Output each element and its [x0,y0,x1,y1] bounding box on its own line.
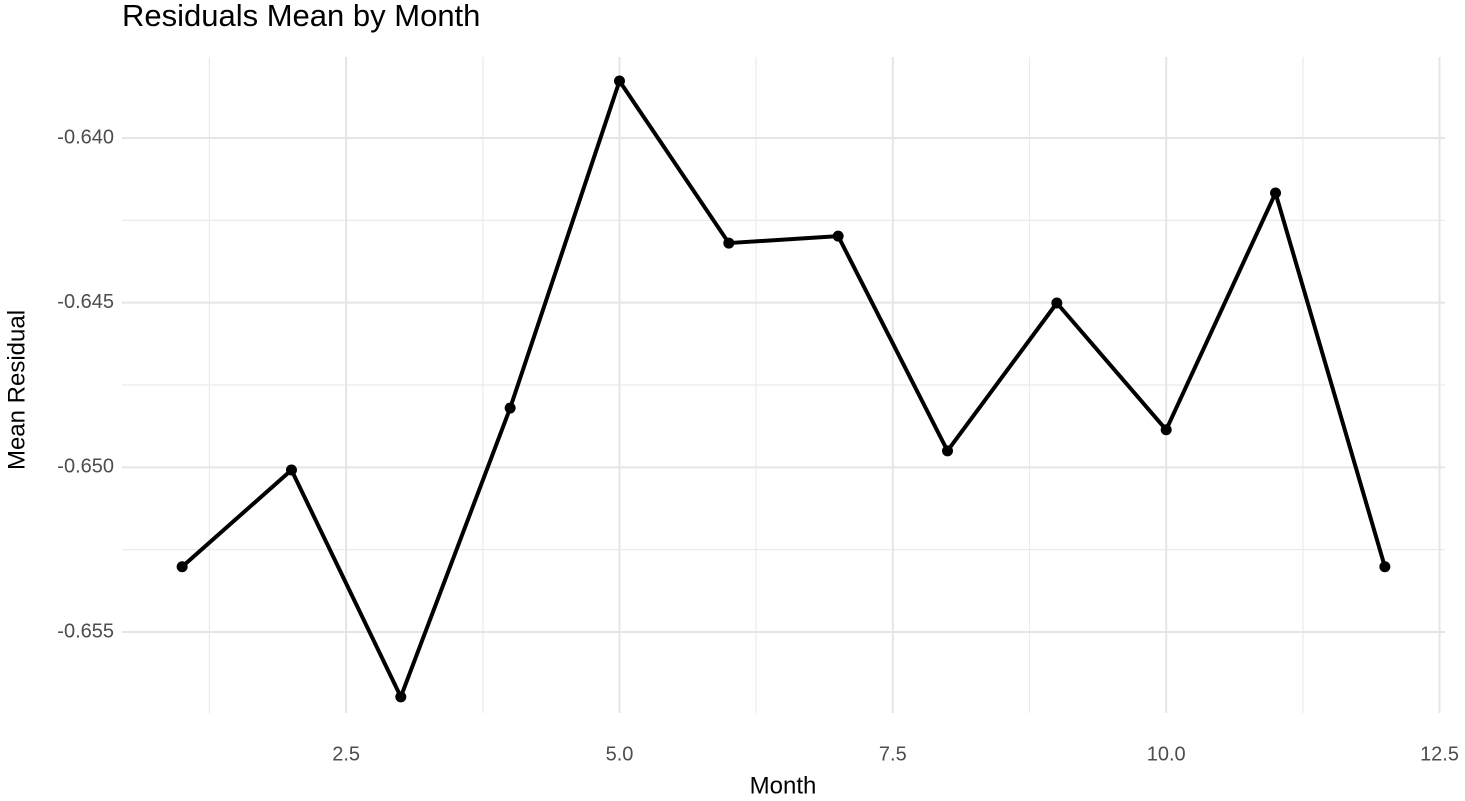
y-axis-label: Mean Residual [3,310,30,470]
y-tick-label: -0.650 [57,456,114,478]
point [1379,561,1391,573]
point [176,561,188,573]
x-tick-label: 5.0 [606,743,634,765]
x-tick-label: 10.0 [1147,743,1186,765]
point [1051,297,1063,309]
point [942,445,954,457]
point [832,230,844,242]
line [180,79,1387,699]
x-axis-label: Month [750,772,817,799]
point [395,691,407,703]
point [285,464,297,476]
point [1270,187,1282,199]
point [504,402,516,414]
point [723,237,735,249]
x-tick-label: 7.5 [879,743,907,765]
point [1160,424,1172,436]
y-tick-label: -0.645 [57,291,114,313]
y-tick-label: -0.655 [57,620,114,642]
x-tick-label: 2.5 [332,743,360,765]
y-tick-label: -0.640 [57,126,114,148]
x-tick-label: 12.5 [1420,743,1459,765]
chart-title: Residuals Mean by Month [122,0,480,33]
point [613,75,625,87]
